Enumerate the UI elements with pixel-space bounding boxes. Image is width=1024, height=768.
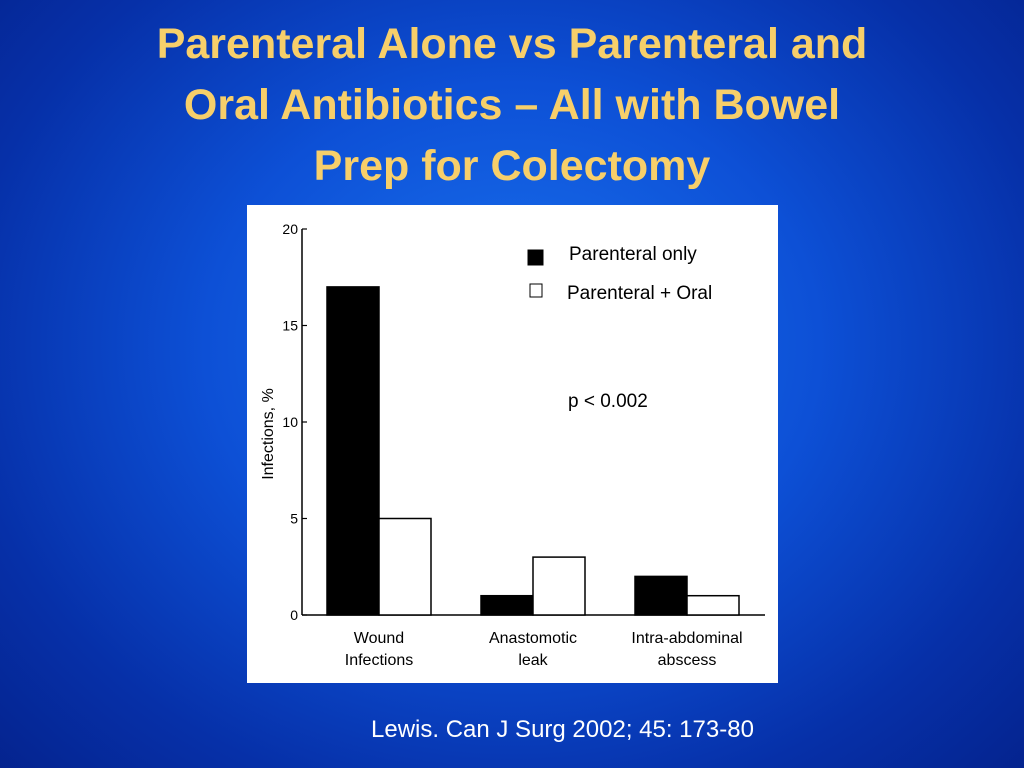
- bar-parenteral-only: [634, 575, 688, 616]
- bar-parenteral-oral: [686, 594, 740, 616]
- x-category-label: Wound: [354, 630, 404, 647]
- bar-parenteral-only: [480, 594, 534, 616]
- x-category-label: Intra-abdominal: [631, 630, 742, 647]
- x-category-label: Infections: [345, 652, 413, 669]
- y-tick-label: 20: [282, 221, 298, 237]
- x-category-label: leak: [518, 652, 548, 669]
- legend-label-parenteral-only: Parenteral only: [569, 244, 697, 265]
- title-line-2: Oral Antibiotics – All with Bowel: [183, 81, 841, 129]
- y-tick-label: 15: [282, 318, 298, 334]
- legend-swatch-parenteral-oral: [529, 283, 543, 298]
- y-axis-label: Infections, %: [260, 388, 277, 480]
- slide-title: Parenteral Alone vs Parenteral and Oral …: [40, 14, 984, 197]
- bar-parenteral-only: [326, 286, 380, 616]
- title-line-1: Parenteral Alone vs Parenteral and: [156, 20, 868, 68]
- y-tick-label: 0: [290, 607, 298, 623]
- y-tick-label: 5: [290, 511, 298, 527]
- bar-parenteral-oral: [532, 556, 586, 616]
- x-category-label: Anastomotic: [489, 630, 577, 647]
- legend-swatch-parenteral-only: [527, 249, 544, 266]
- chart-panel: 0 5 10 15 20 Infections, % Wound Infections Anas…: [247, 205, 778, 683]
- p-value-annotation: p < 0.002: [568, 391, 648, 412]
- citation: Lewis. Can J Surg 2002; 45: 173-80: [371, 716, 754, 743]
- bar-chart: 0 5 10 15 20 Infections, % Wound Infections Anas…: [260, 221, 765, 669]
- title-line-3: Prep for Colectomy: [313, 142, 711, 190]
- x-category-label: abscess: [658, 652, 717, 669]
- bar-parenteral-oral: [378, 517, 432, 616]
- y-tick-label: 10: [282, 414, 298, 430]
- legend-label-parenteral-oral: Parenteral + Oral: [567, 283, 713, 304]
